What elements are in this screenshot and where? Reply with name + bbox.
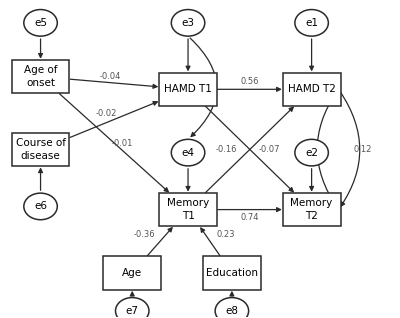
Text: -0.07: -0.07 [259,145,280,154]
Text: -0.04: -0.04 [100,72,121,81]
Text: Course of
disease: Course of disease [16,138,66,161]
Text: Memory
T1: Memory T1 [167,198,209,221]
FancyArrowPatch shape [317,93,337,207]
Text: 0.12: 0.12 [353,145,372,154]
Text: -0.01: -0.01 [112,139,133,148]
FancyBboxPatch shape [159,193,217,226]
Text: Education: Education [206,268,258,278]
Text: e4: e4 [182,148,194,158]
FancyArrowPatch shape [190,38,217,136]
Text: e5: e5 [34,18,47,28]
Text: e8: e8 [225,306,238,316]
Circle shape [116,298,149,318]
Text: Memory
T2: Memory T2 [290,198,333,221]
Circle shape [295,10,328,36]
Circle shape [24,10,57,36]
Text: -0.02: -0.02 [96,108,117,118]
Text: 0.74: 0.74 [240,213,259,222]
Text: 0.23: 0.23 [217,231,235,239]
FancyBboxPatch shape [12,133,70,166]
Circle shape [295,139,328,166]
FancyBboxPatch shape [159,73,217,106]
FancyBboxPatch shape [12,60,70,93]
Text: e3: e3 [182,18,194,28]
Text: 0.56: 0.56 [240,77,259,86]
Text: e1: e1 [305,18,318,28]
FancyBboxPatch shape [283,73,340,106]
Circle shape [24,193,57,220]
FancyBboxPatch shape [103,256,161,289]
Text: e6: e6 [34,201,47,211]
FancyBboxPatch shape [203,256,261,289]
Text: Age of
onset: Age of onset [24,66,57,88]
Text: HAMD T2: HAMD T2 [288,84,336,94]
FancyArrowPatch shape [340,92,360,206]
Text: -0.36: -0.36 [133,231,155,239]
Text: -0.16: -0.16 [215,145,237,154]
Text: e7: e7 [126,306,139,316]
Circle shape [171,139,205,166]
Text: HAMD T1: HAMD T1 [164,84,212,94]
FancyBboxPatch shape [283,193,340,226]
Circle shape [171,10,205,36]
Text: e2: e2 [305,148,318,158]
Text: Age: Age [122,268,142,278]
Circle shape [215,298,249,318]
